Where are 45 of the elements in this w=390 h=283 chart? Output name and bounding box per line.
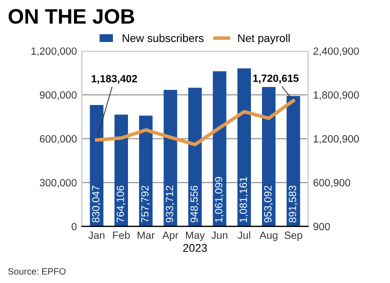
x-tick-label: Mar — [138, 232, 155, 239]
line-series — [94, 98, 296, 146]
y2-tick-label: 2,400,900 — [313, 47, 359, 56]
data-label: 764,106 — [116, 186, 126, 222]
bar — [114, 114, 128, 226]
data-label: 891,583 — [288, 186, 298, 222]
data-label: 1,720,615 — [253, 74, 299, 84]
y-tick-label: 900,000 — [40, 91, 77, 100]
bar — [188, 88, 202, 226]
x-tick-label: Sep — [284, 232, 302, 241]
y2-tick-label: 600,900 — [313, 179, 350, 188]
x-tick-label: May — [186, 232, 205, 241]
bar — [237, 68, 251, 226]
data-label: 830,047 — [92, 186, 101, 222]
x-tick-label: Jul — [238, 231, 250, 239]
x-axis-title: 2023 — [183, 244, 207, 252]
y-tick-label: 0 — [72, 222, 77, 230]
data-label: 948,556 — [190, 186, 200, 222]
y-tick-label: 1,200,000 — [31, 47, 77, 56]
chart-title: ON THE JOB — [8, 9, 134, 24]
data-label: 1,061,099 — [215, 177, 224, 222]
legend-label: New subscribers — [122, 34, 204, 42]
x-tick-label: Apr — [162, 232, 178, 241]
y2-tick-label: 1,800,900 — [314, 91, 359, 100]
data-label: 933,712 — [166, 186, 174, 222]
legend-label: Net payroll — [238, 34, 290, 44]
bar — [212, 71, 226, 226]
bar — [286, 96, 300, 226]
x-tick-label: Jun — [211, 232, 228, 239]
bar — [262, 87, 276, 226]
bar — [139, 116, 153, 226]
data-label: 757,792 — [141, 186, 150, 222]
y2-tick-label: 1,200,900 — [314, 135, 359, 144]
data-label: 1,183,402 — [92, 74, 138, 84]
data-label: 953,092 — [264, 186, 273, 222]
y-tick-label: 600,000 — [40, 135, 77, 144]
bar — [164, 90, 178, 226]
x-tick-label: Feb — [113, 231, 130, 239]
x-tick-label: Jan — [88, 232, 104, 239]
y2-tick-label: 900 — [313, 222, 330, 230]
bar — [90, 105, 104, 226]
x-tick-label: Aug — [260, 232, 278, 241]
source-note: Source: EPFO — [8, 268, 66, 275]
data-label: 1,081,161 — [240, 177, 248, 222]
y-tick-label: 300,000 — [40, 179, 77, 188]
